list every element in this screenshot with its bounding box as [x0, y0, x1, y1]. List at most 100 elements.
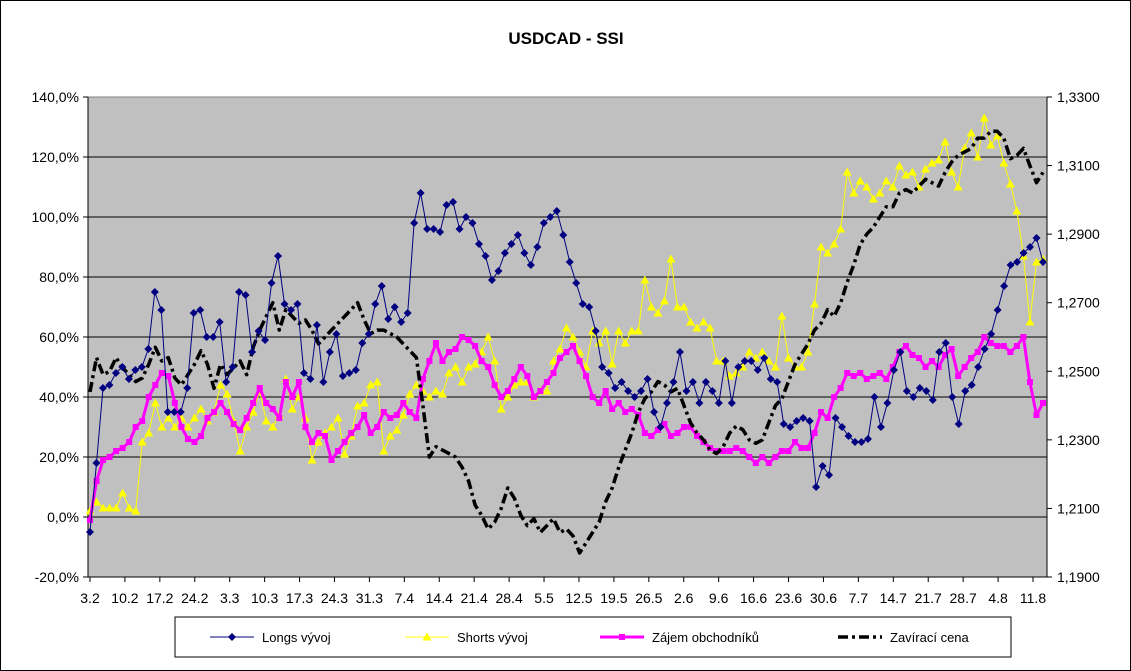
legend-label: Zavírací cena: [890, 630, 970, 645]
data-point: [662, 399, 671, 407]
data-point: [1005, 179, 1015, 188]
data-point: [1026, 243, 1035, 251]
data-point: [770, 362, 780, 371]
data-point: [189, 309, 198, 317]
data-point: [222, 389, 232, 398]
data-point: [319, 378, 328, 386]
data-point: [431, 386, 441, 395]
data-point: [953, 182, 963, 191]
data-point: [1019, 249, 1028, 257]
data-point: [478, 358, 485, 364]
data-point: [457, 377, 467, 386]
data-point: [470, 359, 480, 368]
data-point: [1006, 261, 1015, 269]
data-point: [406, 409, 413, 415]
data-point: [432, 340, 439, 346]
x-tick-label: 3.2: [80, 590, 100, 606]
data-point: [992, 131, 1002, 140]
data-point: [863, 376, 870, 382]
data-point: [1033, 412, 1040, 418]
data-point: [211, 409, 218, 415]
data-point: [332, 330, 341, 338]
data-point: [366, 380, 376, 389]
x-tick-label: 24.3: [321, 590, 348, 606]
data-point: [380, 409, 387, 415]
data-point: [935, 348, 944, 356]
data-point: [870, 393, 879, 401]
data-point: [591, 327, 600, 335]
data-point: [1013, 258, 1022, 266]
data-point: [562, 323, 571, 332]
data-point: [666, 254, 676, 263]
data-point: [152, 382, 159, 388]
x-tick-label: 17.2: [146, 590, 173, 606]
data-point: [150, 288, 159, 296]
data-point: [392, 425, 402, 434]
left-tick-label: 140,0%: [32, 89, 79, 105]
data-point: [361, 412, 368, 418]
data-point: [837, 385, 844, 391]
data-point: [791, 439, 798, 445]
data-point: [687, 424, 694, 430]
data-point: [792, 417, 801, 425]
data-point: [829, 239, 839, 248]
data-point: [341, 439, 348, 445]
data-point: [216, 380, 226, 389]
data-point: [816, 242, 826, 251]
data-point: [384, 315, 393, 323]
data-point: [604, 369, 613, 377]
data-point: [777, 311, 787, 320]
data-point: [474, 240, 483, 248]
data-point: [423, 225, 432, 233]
data-point: [838, 423, 847, 431]
legend-marker: [422, 632, 432, 641]
data-point: [934, 155, 944, 164]
data-point: [785, 448, 792, 454]
data-point: [92, 459, 101, 467]
data-point: [345, 369, 354, 377]
data-point: [765, 460, 772, 466]
data-point: [766, 375, 775, 383]
data-point: [948, 346, 955, 352]
data-point: [961, 364, 968, 370]
data-point: [552, 207, 561, 215]
data-point: [889, 366, 898, 374]
right-tick-label: 1,3300: [1057, 89, 1100, 105]
data-point: [209, 333, 218, 341]
data-point: [759, 454, 766, 460]
data-point: [131, 506, 141, 515]
series-Zavírací-cena: [88, 129, 1045, 555]
data-point: [863, 435, 872, 443]
data-point: [973, 152, 983, 161]
data-point: [855, 176, 865, 185]
data-point: [1000, 282, 1009, 290]
data-point: [831, 414, 840, 422]
data-point: [1007, 349, 1014, 355]
data-point: [274, 252, 283, 260]
data-point: [714, 399, 723, 407]
data-point: [679, 302, 689, 311]
data-point: [119, 445, 126, 451]
data-point: [405, 389, 415, 398]
data-point: [646, 302, 656, 311]
data-point: [377, 282, 386, 290]
x-tick-label: 11.8: [1020, 590, 1046, 606]
x-tick-label: 28.7: [950, 590, 977, 606]
data-point: [922, 387, 931, 395]
data-point: [354, 424, 361, 430]
data-point: [875, 188, 885, 197]
data-point: [189, 413, 199, 422]
data-point: [379, 446, 389, 455]
data-point: [1013, 343, 1020, 349]
data-point: [374, 424, 381, 430]
data-point: [948, 393, 957, 401]
data-point: [850, 438, 859, 446]
data-point: [267, 279, 276, 287]
data-point: [533, 243, 542, 251]
data-point: [145, 394, 152, 400]
data-point: [778, 448, 785, 454]
data-point: [796, 362, 806, 371]
data-point: [1039, 258, 1047, 266]
data-point: [1025, 317, 1035, 326]
data-point: [235, 288, 244, 296]
